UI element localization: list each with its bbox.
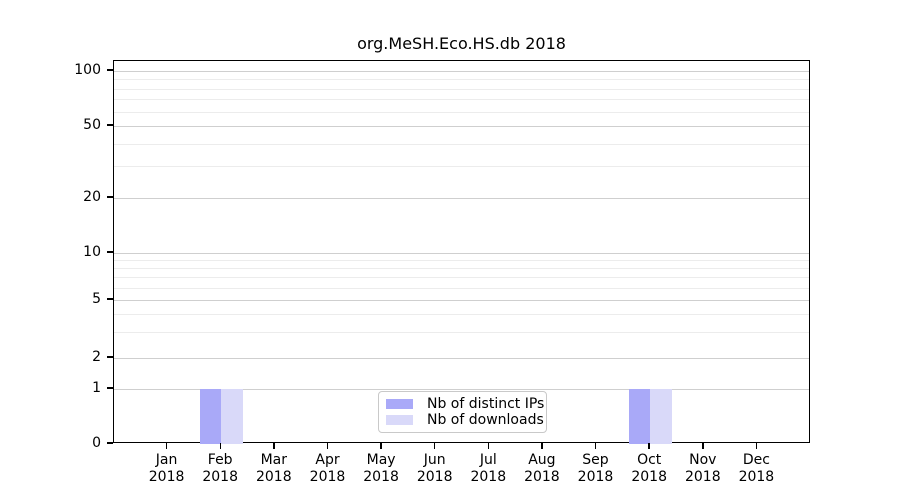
grid-layer: [114, 61, 809, 442]
x-tick-mark: [648, 443, 650, 449]
grid-line-major: [114, 300, 809, 301]
grid-line-minor: [114, 277, 809, 279]
x-tick-year: 2018: [363, 469, 399, 485]
legend-swatch-distinct-ips-icon: [386, 399, 413, 409]
x-tick-label-jan: Jan 2018: [122, 452, 212, 486]
plot-area: [113, 60, 810, 444]
x-tick-label-may: May 2018: [336, 452, 426, 486]
x-tick-month: Jan: [155, 452, 178, 468]
grid-line-minor: [114, 99, 809, 101]
grid-line-minor: [114, 111, 809, 113]
x-tick-year: 2018: [309, 469, 346, 485]
grid-line-major: [114, 126, 809, 127]
legend-swatch-downloads-icon: [386, 415, 413, 425]
grid-line-major: [114, 389, 809, 390]
x-tick-mark: [433, 443, 436, 449]
grid-line-major: [114, 198, 809, 199]
x-tick-mark: [326, 443, 329, 449]
grid-line-minor: [114, 79, 809, 81]
y-tick-label-1: 1: [92, 380, 101, 396]
y-tick-mark: [107, 442, 113, 444]
grid-line-major: [114, 253, 809, 254]
x-tick-month: Dec: [742, 452, 770, 468]
x-tick-month: Nov: [689, 452, 717, 468]
y-tick-mark: [107, 196, 113, 198]
grid-line-minor: [114, 268, 809, 270]
x-tick-mark: [165, 443, 168, 449]
bar-nb-of-distinct-ips-oct: [628, 389, 651, 444]
x-tick-month: Jul: [479, 452, 497, 468]
x-tick-month: Feb: [207, 452, 233, 468]
x-tick-mark: [219, 443, 221, 449]
x-tick-label-dec: Dec 2018: [711, 452, 801, 486]
x-tick-month: Aug: [528, 452, 556, 468]
y-tick-label-10: 10: [83, 244, 101, 260]
y-tick-label-50: 50: [83, 117, 101, 133]
x-tick-year: 2018: [631, 469, 667, 485]
x-tick-year: 2018: [416, 469, 453, 485]
x-tick-mark: [487, 443, 490, 449]
x-tick-month: May: [366, 452, 396, 468]
bar-nb-of-distinct-ips-feb: [199, 389, 222, 444]
x-tick-label-sep: Sep 2018: [551, 452, 641, 486]
y-tick-mark: [107, 69, 113, 71]
y-tick-mark: [107, 387, 113, 389]
x-tick-label-jul: Jul 2018: [443, 452, 533, 486]
x-tick-month: Jun: [423, 452, 446, 468]
x-tick-year: 2018: [684, 469, 721, 485]
y-tick-mark: [107, 251, 113, 253]
y-tick-label-0: 0: [92, 435, 101, 451]
grid-line-minor: [114, 260, 809, 262]
x-tick-mark: [541, 443, 543, 449]
y-tick-mark: [107, 298, 113, 300]
legend-label-downloads: Nb of downloads: [427, 412, 544, 428]
x-tick-month: Oct: [637, 452, 662, 468]
x-tick-year: 2018: [148, 469, 185, 485]
x-tick-label-apr: Apr 2018: [283, 452, 373, 486]
x-tick-mark: [702, 443, 704, 449]
x-tick-year: 2018: [202, 469, 238, 485]
x-tick-label-nov: Nov 2018: [658, 452, 748, 486]
x-tick-label-feb: Feb 2018: [175, 452, 265, 486]
grid-line-major: [114, 358, 809, 359]
grid-line-minor: [114, 287, 809, 289]
y-tick-label-2: 2: [92, 349, 101, 365]
x-tick-mark: [755, 443, 758, 449]
chart-title: org.MeSH.Eco.HS.db 2018: [357, 34, 566, 53]
x-tick-year: 2018: [255, 469, 292, 485]
y-tick-label-20: 20: [83, 189, 101, 205]
bars-layer: [114, 61, 809, 444]
x-tick-year: 2018: [524, 469, 560, 485]
y-tick-mark: [107, 124, 113, 126]
grid-line-minor: [114, 166, 809, 168]
bar-nb-of-downloads-feb: [221, 389, 243, 444]
y-tick-label-5: 5: [92, 291, 101, 307]
x-tick-year: 2018: [577, 469, 614, 485]
legend-item-downloads: Nb of downloads: [386, 412, 544, 428]
y-tick-label-100: 100: [74, 62, 101, 78]
x-tick-mark: [380, 443, 382, 449]
x-tick-year: 2018: [470, 469, 507, 485]
x-tick-month: Sep: [582, 452, 609, 468]
x-tick-label-aug: Aug 2018: [497, 452, 587, 486]
grid-line-minor: [114, 314, 809, 316]
x-tick-month: Apr: [315, 452, 340, 468]
grid-line-minor: [114, 88, 809, 90]
x-tick-label-mar: Mar 2018: [229, 452, 319, 486]
legend-label-distinct-ips: Nb of distinct IPs: [427, 396, 545, 412]
x-tick-mark: [273, 443, 275, 449]
legend-item-distinct-ips: Nb of distinct IPs: [386, 396, 544, 412]
grid-line-minor: [114, 332, 809, 334]
grid-line-major: [114, 71, 809, 72]
x-tick-month: Mar: [260, 452, 287, 468]
x-tick-year: 2018: [738, 469, 775, 485]
x-tick-mark: [594, 443, 597, 449]
x-tick-label-oct: Oct 2018: [604, 452, 694, 486]
legend: Nb of distinct IPs Nb of downloads: [378, 391, 547, 433]
y-tick-mark: [107, 356, 113, 358]
grid-line-minor: [114, 143, 809, 145]
bar-nb-of-downloads-oct: [650, 389, 672, 444]
x-tick-label-jun: Jun 2018: [390, 452, 480, 486]
